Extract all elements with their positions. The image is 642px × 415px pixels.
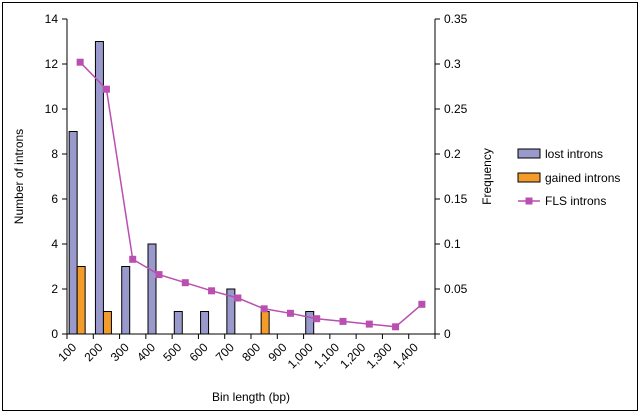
chart-svg: 0 2 4 6 8 10 12 14 0 0.05 0.1 0.15 0.2 0.25 0.3 0.35 100… <box>12 12 620 404</box>
point-fls-introns <box>313 315 321 323</box>
bar-lost-introns <box>200 311 210 335</box>
y2-tick-label: 0.25 <box>444 102 468 116</box>
point-fls-introns <box>102 85 110 93</box>
y2-axis-title: Frequency <box>480 148 494 205</box>
legend-marker-fls-introns <box>525 197 533 205</box>
bar-lost-introns <box>173 311 183 335</box>
chart-frame: 0 2 4 6 8 10 12 14 0 0.05 0.1 0.15 0.2 0.25 0.3 0.35 100… <box>2 2 638 411</box>
y-tick-label: 6 <box>51 192 58 206</box>
y2-tick-label: 0.1 <box>444 237 461 251</box>
bar-lost-introns <box>305 311 315 335</box>
y2-tick-label: 0.05 <box>444 282 468 296</box>
x-tick-label: 100 <box>55 340 79 364</box>
point-fls-introns <box>418 300 426 308</box>
x-tick-label: 300 <box>108 340 132 364</box>
bar-gained-introns <box>76 266 86 335</box>
point-fls-introns <box>234 294 242 302</box>
y2-tick-label: 0.3 <box>444 57 461 71</box>
x-tick-label: 600 <box>187 340 211 364</box>
legend-label-gained-introns: gained introns <box>545 171 620 185</box>
point-fls-introns <box>260 305 268 313</box>
x-tick-label: 500 <box>160 340 184 364</box>
bar-lost-introns <box>121 266 131 335</box>
legend-label-lost-introns: lost introns <box>545 147 603 161</box>
y-tick-label: 8 <box>51 147 58 161</box>
y-tick-label: 0 <box>51 327 58 341</box>
x-tick-label: 1,100 <box>311 340 342 371</box>
x-tick-label: 400 <box>134 340 158 364</box>
point-fls-introns <box>286 309 294 317</box>
x-tick-label: 1,000 <box>285 340 316 371</box>
x-tick-label: 700 <box>213 340 237 364</box>
y-tick-label: 2 <box>51 282 58 296</box>
x-tick-label: 200 <box>81 340 105 364</box>
y2-tick-label: 0.2 <box>444 147 461 161</box>
x-tick-label: 1,300 <box>364 340 395 371</box>
point-fls-introns <box>129 255 137 263</box>
legend-label-fls-introns: FLS introns <box>545 194 606 208</box>
bar-lost-introns <box>68 131 78 335</box>
legend-swatch-gained-introns <box>517 172 541 183</box>
y-tick-label: 12 <box>45 57 59 71</box>
point-fls-introns <box>339 317 347 325</box>
x-axis-title: Bin length (bp) <box>212 390 290 404</box>
y-tick-label: 4 <box>51 237 58 251</box>
y-axis-title: Number of introns <box>12 129 26 224</box>
y2-tick-label: 0.35 <box>444 12 468 26</box>
x-tick-label: 1,200 <box>337 340 368 371</box>
point-fls-introns <box>208 287 216 295</box>
bar-lost-introns <box>147 243 157 335</box>
y-tick-label: 10 <box>45 102 59 116</box>
x-tick-label: 1,400 <box>390 340 421 371</box>
y2-tick-label: 0 <box>444 327 451 341</box>
point-fls-introns <box>76 58 84 66</box>
point-fls-introns <box>155 271 163 279</box>
x-tick-label: 800 <box>239 340 263 364</box>
point-fls-introns <box>365 320 373 328</box>
bar-gained-introns <box>260 311 270 335</box>
point-fls-introns <box>392 323 400 331</box>
legend-swatch-lost-introns <box>517 148 541 159</box>
bar-gained-introns <box>102 311 112 335</box>
y-tick-label: 14 <box>45 12 59 26</box>
y2-tick-label: 0.15 <box>444 192 468 206</box>
point-fls-introns <box>181 279 189 287</box>
line-fls-introns <box>79 61 423 328</box>
